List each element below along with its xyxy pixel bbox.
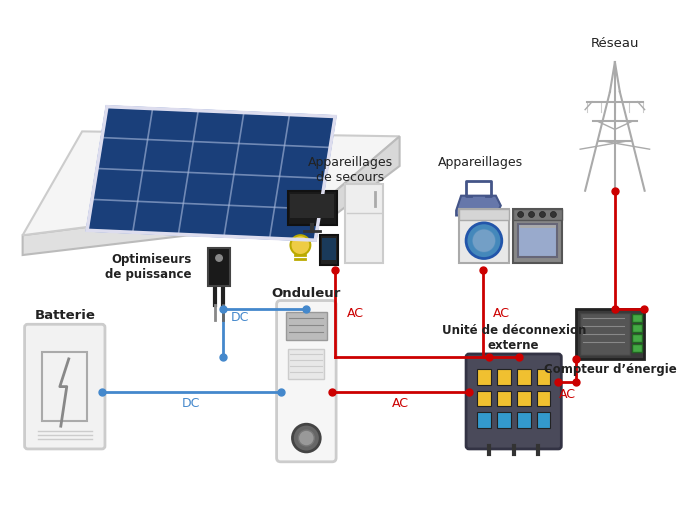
Bar — [517, 390, 531, 406]
Polygon shape — [87, 107, 335, 240]
Bar — [43, 352, 87, 421]
Bar — [477, 369, 491, 385]
Text: Onduleur: Onduleur — [272, 286, 341, 299]
Circle shape — [472, 229, 496, 253]
Bar — [512, 208, 562, 220]
Text: AC: AC — [347, 307, 364, 320]
Polygon shape — [330, 136, 400, 219]
Bar — [286, 312, 327, 340]
Bar — [631, 314, 642, 322]
Text: AC: AC — [392, 398, 409, 410]
Text: Batterie: Batterie — [34, 309, 95, 322]
Bar — [536, 413, 550, 428]
Bar — [288, 349, 324, 378]
Polygon shape — [22, 195, 330, 255]
Text: AC: AC — [559, 388, 576, 401]
Bar — [290, 194, 334, 219]
Text: AC: AC — [493, 307, 510, 320]
Polygon shape — [456, 195, 500, 216]
Circle shape — [466, 223, 502, 258]
Text: DC: DC — [231, 311, 249, 324]
Bar — [497, 390, 511, 406]
Bar — [512, 208, 562, 263]
Bar — [536, 390, 550, 406]
Text: Appareillages: Appareillages — [438, 156, 524, 169]
Circle shape — [298, 430, 314, 446]
Bar — [497, 369, 511, 385]
Circle shape — [518, 211, 524, 218]
FancyBboxPatch shape — [276, 300, 336, 462]
Bar — [631, 324, 642, 332]
Bar — [477, 413, 491, 428]
Circle shape — [215, 254, 223, 262]
Polygon shape — [22, 131, 400, 235]
Bar — [288, 191, 337, 225]
Bar — [536, 369, 550, 385]
Text: DC: DC — [182, 398, 200, 410]
Circle shape — [550, 211, 556, 218]
Bar — [631, 334, 642, 342]
Bar — [631, 344, 642, 352]
Bar — [322, 238, 336, 260]
Circle shape — [290, 235, 310, 255]
Circle shape — [540, 211, 545, 218]
Circle shape — [528, 211, 535, 218]
Text: Unité de déconnexion
externe: Unité de déconnexion externe — [442, 324, 586, 352]
Bar — [477, 390, 491, 406]
Bar — [320, 235, 338, 265]
Bar — [345, 184, 383, 263]
Text: Optimiseurs
de puissance: Optimiseurs de puissance — [105, 253, 191, 281]
Bar — [517, 413, 531, 428]
Circle shape — [293, 424, 320, 452]
FancyBboxPatch shape — [25, 324, 105, 449]
Bar — [459, 208, 509, 220]
FancyBboxPatch shape — [466, 354, 561, 449]
Bar — [518, 224, 557, 257]
Bar — [576, 310, 644, 359]
Text: Compteur d’énergie: Compteur d’énergie — [543, 363, 676, 376]
Bar — [208, 248, 230, 286]
Bar — [517, 369, 531, 385]
Bar — [580, 313, 630, 355]
Text: Appareillages
de secours: Appareillages de secours — [307, 156, 393, 184]
Text: Réseau: Réseau — [591, 37, 639, 50]
Bar — [497, 413, 511, 428]
Bar — [459, 208, 509, 263]
